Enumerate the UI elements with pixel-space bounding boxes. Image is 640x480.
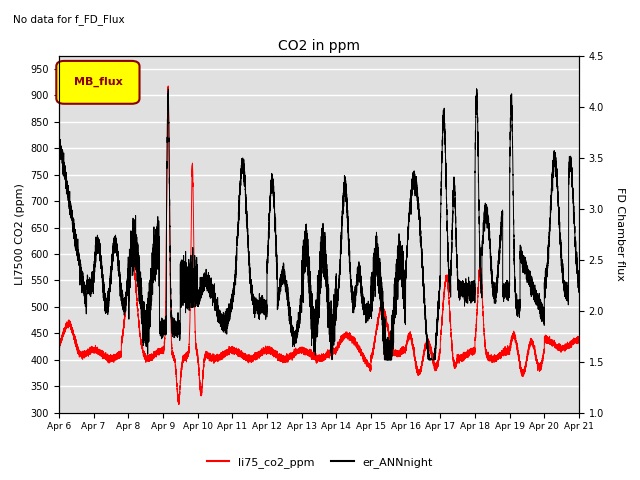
Legend: li75_co2_ppm, er_ANNnight: li75_co2_ppm, er_ANNnight [203, 452, 437, 472]
Title: CO2 in ppm: CO2 in ppm [278, 39, 360, 53]
Text: MB_flux: MB_flux [74, 77, 122, 87]
Y-axis label: LI7500 CO2 (ppm): LI7500 CO2 (ppm) [15, 183, 25, 285]
Text: No data for f_FD_Flux: No data for f_FD_Flux [13, 14, 124, 25]
FancyBboxPatch shape [56, 61, 140, 104]
Y-axis label: FD Chamber flux: FD Chamber flux [615, 187, 625, 281]
